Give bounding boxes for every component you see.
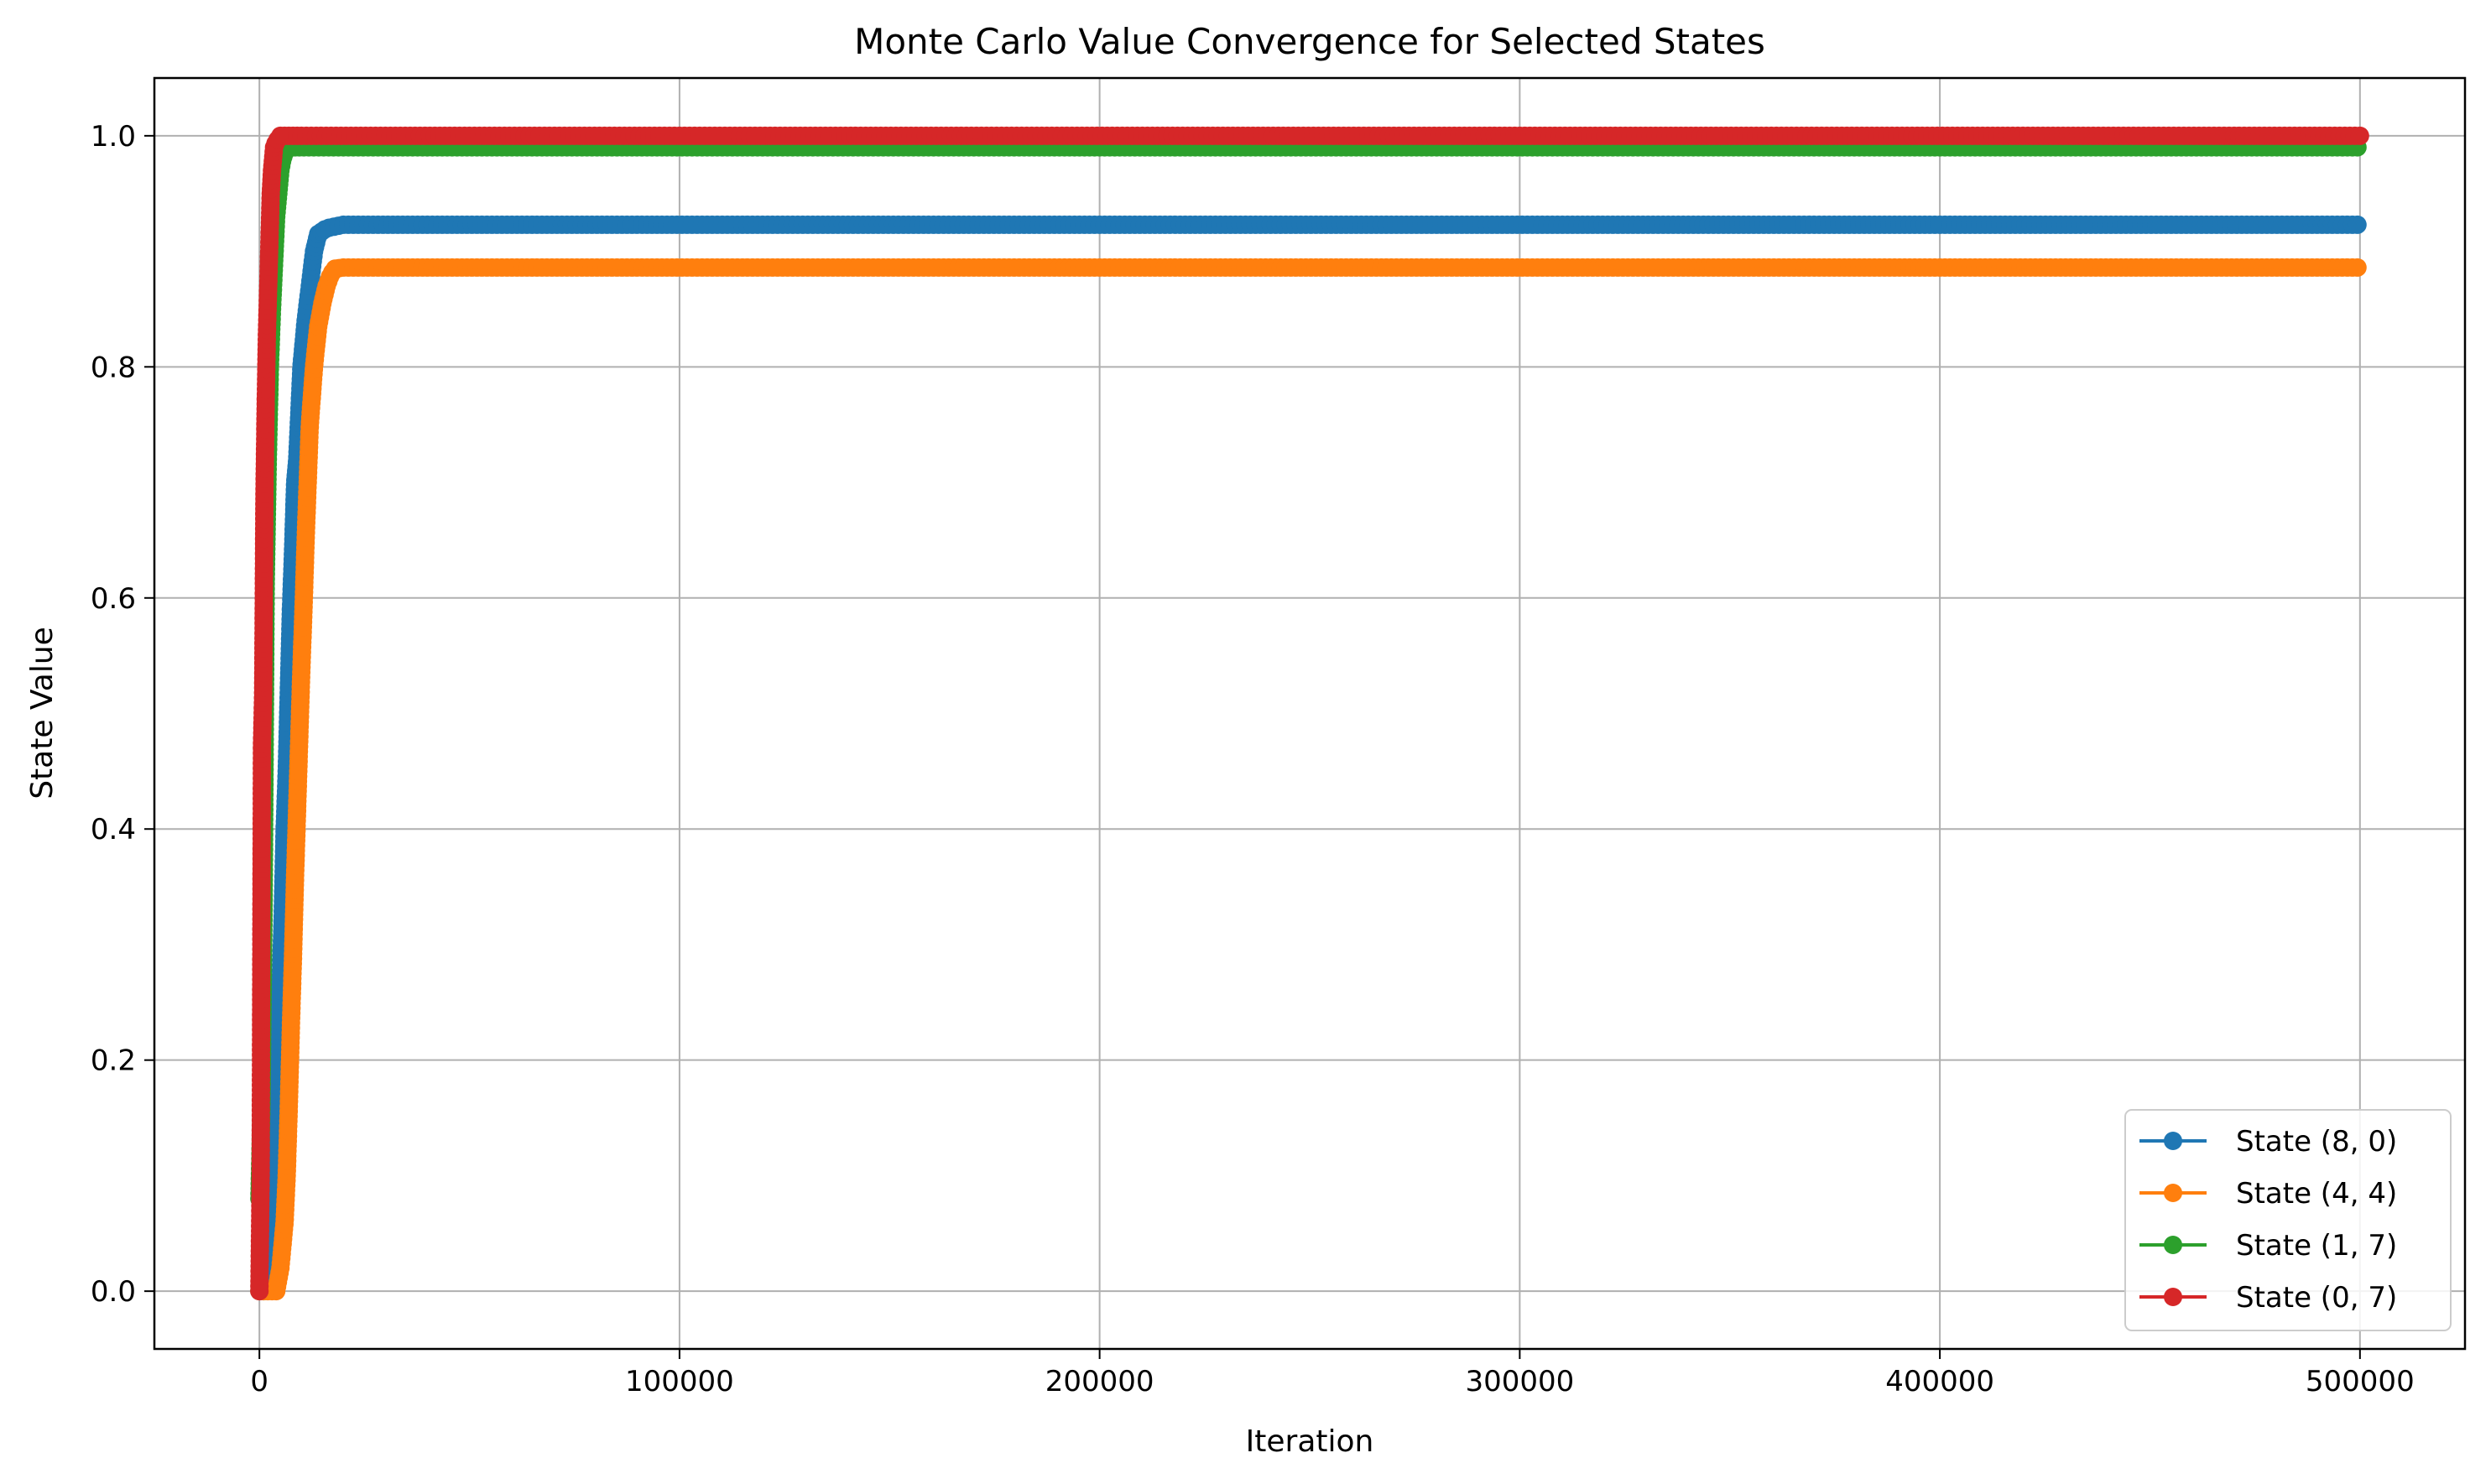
plot-frame (153, 76, 2467, 1351)
y-axis-label: State Value (25, 627, 60, 799)
x-tick-label: 300000 (1465, 1365, 1574, 1398)
series-2 (250, 258, 2367, 1301)
y-tick-label: 0.4 (91, 813, 136, 846)
x-axis-label: Iteration (1246, 1424, 1374, 1459)
x-tick-label: 100000 (625, 1365, 734, 1398)
x-tick-label: 200000 (1045, 1365, 1154, 1398)
legend-entry: State (4, 4) (2139, 1177, 2397, 1211)
x-tick-label: 500000 (2306, 1365, 2415, 1398)
x-tick-label: 0 (250, 1365, 268, 1398)
y-tick-label: 0.6 (91, 582, 136, 616)
legend-box (2124, 1109, 2452, 1331)
grid-lines (154, 78, 2465, 1349)
plot-series (250, 126, 2369, 1301)
legend-entry: State (1, 7) (2139, 1229, 2397, 1263)
legend-marker (2164, 1132, 2182, 1150)
data-point (2348, 258, 2367, 277)
data-point (2350, 126, 2369, 145)
y-axis-ticks: 0.0 0.2 0.4 0.6 0.8 1.0 (91, 120, 154, 1309)
legend-label: State (1, 7) (2236, 1229, 2397, 1263)
data-point (2348, 215, 2367, 234)
y-tick-label: 0.8 (91, 351, 136, 384)
y-tick-label: 0.0 (91, 1275, 136, 1309)
x-tick-label: 400000 (1885, 1365, 1994, 1398)
legend-marker (2164, 1236, 2182, 1254)
series-4 (250, 126, 2369, 1301)
legend-marker (2164, 1184, 2182, 1202)
legend-label: State (4, 4) (2236, 1177, 2397, 1211)
legend-entry: State (0, 7) (2139, 1281, 2397, 1315)
legend: State (8, 0) State (4, 4) State (1, 7) Stat… (2124, 1109, 2452, 1331)
y-tick-label: 0.2 (91, 1044, 136, 1078)
legend-entries: State (8, 0) State (4, 4) State (1, 7) Stat… (2139, 1125, 2397, 1315)
y-tick-label: 1.0 (91, 120, 136, 154)
legend-label: State (0, 7) (2236, 1281, 2397, 1315)
legend-entry: State (8, 0) (2139, 1125, 2397, 1159)
legend-marker (2164, 1288, 2182, 1306)
x-axis-ticks: 0 100000 200000 300000 400000 500000 (250, 1349, 2415, 1398)
legend-label: State (8, 0) (2236, 1125, 2397, 1159)
chart-title: Monte Carlo Value Convergence for Select… (854, 21, 1765, 62)
